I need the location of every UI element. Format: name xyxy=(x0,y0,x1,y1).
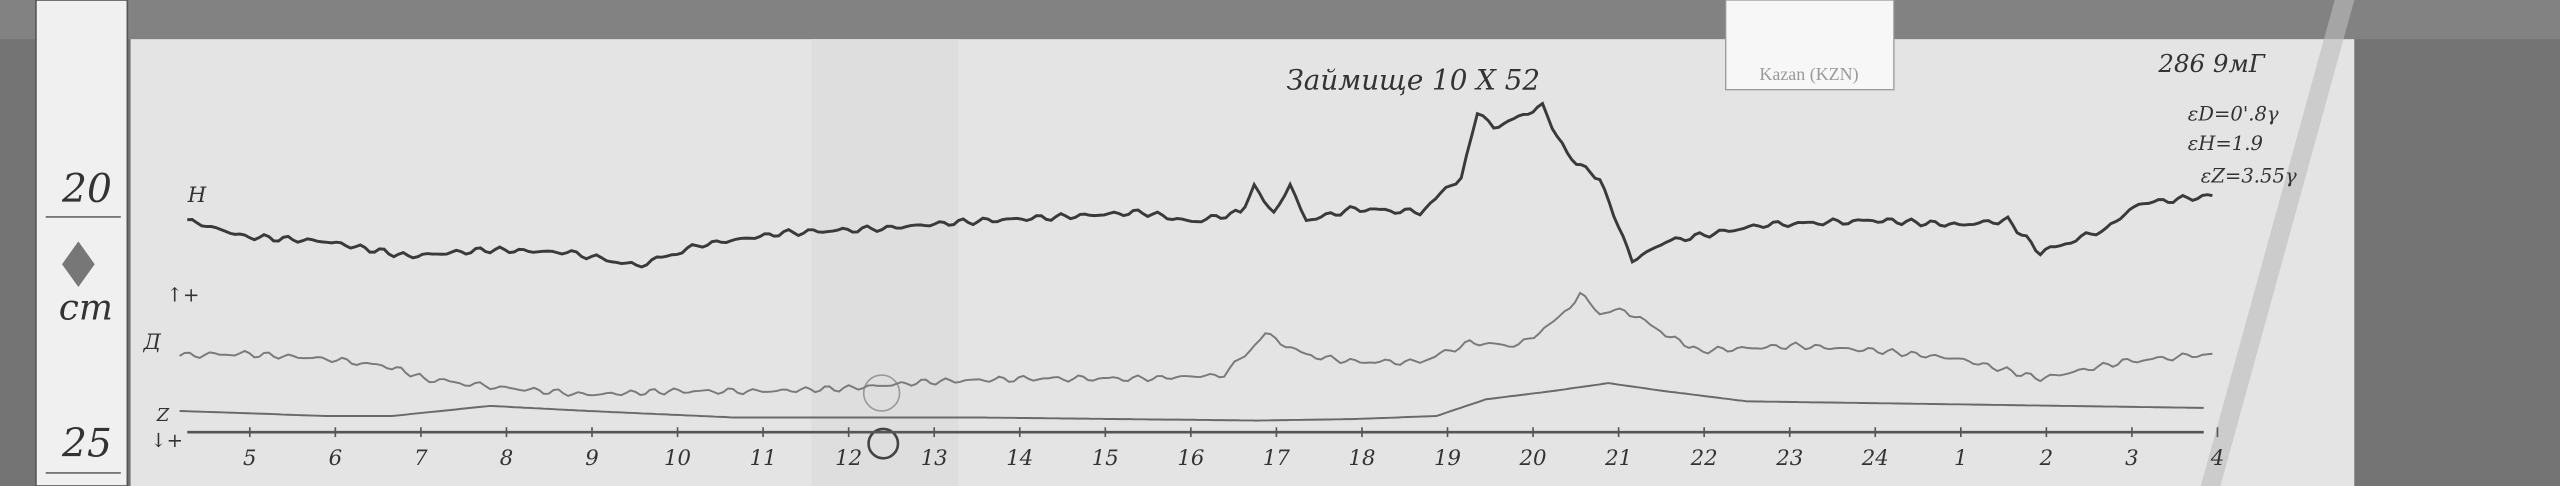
hour-tick-label: 16 xyxy=(1177,446,1204,471)
hour-tick-label: 15 xyxy=(1092,446,1119,471)
scale-note-z: εZ=3.55γ xyxy=(2201,165,2297,188)
trace-label-plus-up: ↑+ xyxy=(167,284,200,307)
hour-tick-label: 7 xyxy=(414,446,428,471)
hour-tick-label: 3 xyxy=(2125,446,2139,471)
hour-tick-label: 22 xyxy=(1690,446,1718,471)
trace-label-h: H xyxy=(187,183,207,208)
trace-label-z: Z xyxy=(156,405,170,426)
ruler xyxy=(35,0,129,486)
trace-h xyxy=(187,101,2213,269)
hour-tick-label: 14 xyxy=(1006,446,1033,471)
hour-tick-label: 20 xyxy=(1519,446,1547,471)
hour-tick-label: 17 xyxy=(1263,446,1291,471)
trace-label-d: Д xyxy=(143,330,162,355)
hour-tick-label: 18 xyxy=(1348,446,1375,471)
hour-tick-label: 12 xyxy=(835,446,862,471)
pencil-circle xyxy=(862,374,901,412)
header-note: Займище 10 X 52 xyxy=(1287,64,1540,97)
ruler-mark-25: 25 xyxy=(61,422,112,467)
paper-sheet xyxy=(130,39,2355,486)
pencil-circle xyxy=(867,427,900,460)
scale-note-d: εD=0'.8γ xyxy=(2188,103,2279,126)
hour-tick-label: 2 xyxy=(2039,446,2054,471)
hour-tick-labels: 5 6 7 8 9 10 11 12 13 14 15 16 17 18 19 20 21 22 23 24 1 2 3 4 xyxy=(243,427,2224,471)
hour-tick-label: 23 xyxy=(1775,446,1803,471)
hour-tick-label: 13 xyxy=(921,446,948,471)
wood-grain-top xyxy=(0,0,2560,40)
hour-tick-label: 8 xyxy=(500,446,514,471)
hour-tick-label: 21 xyxy=(1604,446,1632,471)
hour-tick-label: 4 xyxy=(2210,446,2225,471)
trace-group xyxy=(179,101,2213,434)
paper-overlap-strip xyxy=(811,39,959,486)
station-label-card xyxy=(1725,0,1895,91)
scale-note-h: εH=1.9 xyxy=(2188,132,2263,155)
ruler-unit: cm xyxy=(59,288,113,329)
trace-z xyxy=(179,382,2204,422)
corner-note: 286 9мГ xyxy=(2157,49,2265,78)
glass-plate-edge xyxy=(2200,0,2355,486)
hour-tick-label: 11 xyxy=(750,446,777,471)
hour-tick-label: 10 xyxy=(664,446,691,471)
hour-tick-label: 1 xyxy=(1954,446,1968,471)
hour-tick-label: 19 xyxy=(1434,446,1461,471)
hour-tick-label: 5 xyxy=(243,446,257,471)
trace-д xyxy=(179,291,2213,398)
hour-tick-label: 24 xyxy=(1861,446,1889,471)
station-label: Kazan (KZN) xyxy=(1759,64,1858,85)
hour-tick-label: 9 xyxy=(585,446,599,471)
trace-label-plus-down: ↓+ xyxy=(150,429,183,452)
ruler-mark-20: 20 xyxy=(61,167,112,212)
hour-tick-label: 6 xyxy=(329,446,343,471)
